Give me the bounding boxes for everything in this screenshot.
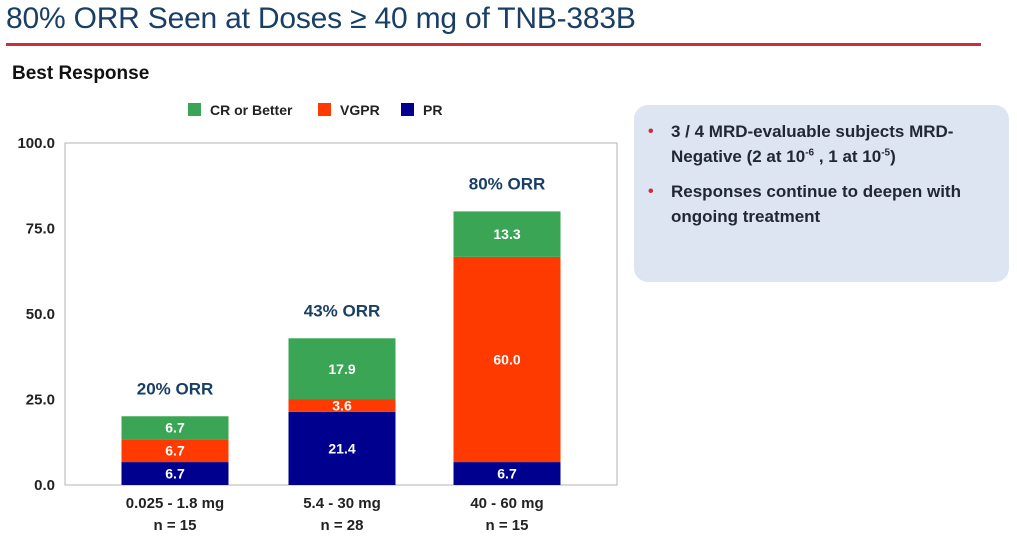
legend-swatch-pr — [401, 103, 414, 116]
orr-annotation: 20% ORR — [137, 379, 214, 398]
bullet-dot-icon: • — [648, 183, 654, 200]
mrd-exponent-2: -5 — [881, 147, 891, 159]
x-category-label: 5.4 - 30 mg — [303, 495, 381, 512]
deepen-text: Responses continue to deepen with ongoin… — [671, 182, 961, 226]
bar-data-label: 6.7 — [497, 466, 517, 482]
x-category-label: 0.025 - 1.8 mg — [126, 495, 224, 512]
callout-bullet-mrd: • 3 / 4 MRD-evaluable subjects MRD-Negat… — [648, 119, 993, 169]
bar-segment-pr — [288, 411, 396, 485]
legend-label: PR — [423, 102, 442, 118]
bar-data-label: 3.6 — [332, 398, 352, 414]
bar-segment-vgpr — [453, 256, 561, 463]
y-tick-label: 100.0 — [17, 135, 55, 152]
mrd-exponent-1: -6 — [805, 147, 815, 159]
chart-section-title: Best Response — [12, 63, 150, 84]
mrd-text-end: ) — [890, 147, 896, 166]
bar-data-label: 60.0 — [493, 351, 520, 367]
bar-data-label: 6.7 — [165, 466, 185, 482]
y-tick-label: 25.0 — [26, 392, 55, 409]
bar-segment-cr-or-better — [453, 211, 561, 257]
orr-annotation: 80% ORR — [469, 174, 546, 193]
bar-data-label: 6.7 — [165, 420, 185, 436]
slide-title: 80% ORR Seen at Doses ≥ 40 mg of TNB-383… — [6, 2, 636, 35]
bar-segment-vgpr — [121, 439, 229, 463]
bar-segment-pr — [121, 462, 229, 485]
y-tick-label: 75.0 — [26, 221, 55, 238]
bar-data-label: 13.3 — [493, 226, 520, 242]
legend-swatch-vgpr — [318, 103, 331, 116]
key-findings-callout: • 3 / 4 MRD-evaluable subjects MRD-Negat… — [634, 105, 1009, 282]
best-response-stacked-bar-chart: 0.0 25.0 50.0 75.0 100.0 6.7 6.7 6.7 20% ORR 0.02… — [17, 102, 618, 534]
x-category-count: n = 15 — [154, 517, 197, 534]
bar-segment-pr — [453, 462, 561, 485]
bar-data-label: 6.7 — [165, 443, 185, 459]
x-category-count: n = 28 — [321, 517, 364, 534]
legend-label: CR or Better — [210, 102, 293, 118]
legend-label: VGPR — [340, 102, 380, 118]
title-divider — [6, 43, 981, 46]
mrd-text-start: 3 / 4 MRD-evaluable subjects MRD-Negativ… — [671, 122, 954, 166]
x-category-label: 40 - 60 mg — [470, 495, 543, 512]
mrd-text-middle: , 1 at 10 — [814, 147, 882, 166]
y-tick-label: 0.0 — [34, 477, 55, 494]
legend-swatch-cr-or-better — [188, 103, 201, 116]
bar-data-label: 17.9 — [328, 361, 355, 377]
x-category-count: n = 15 — [486, 517, 529, 534]
orr-annotation: 43% ORR — [304, 301, 381, 320]
bar-segment-cr-or-better — [288, 338, 396, 400]
bar-data-label: 21.4 — [328, 440, 355, 456]
bar-segment-cr-or-better — [121, 416, 229, 440]
y-tick-label: 50.0 — [26, 306, 55, 323]
bar-segment-vgpr — [288, 399, 396, 412]
callout-bullet-deepen: • Responses continue to deepen with ongo… — [648, 179, 993, 229]
bullet-dot-icon: • — [648, 123, 654, 140]
